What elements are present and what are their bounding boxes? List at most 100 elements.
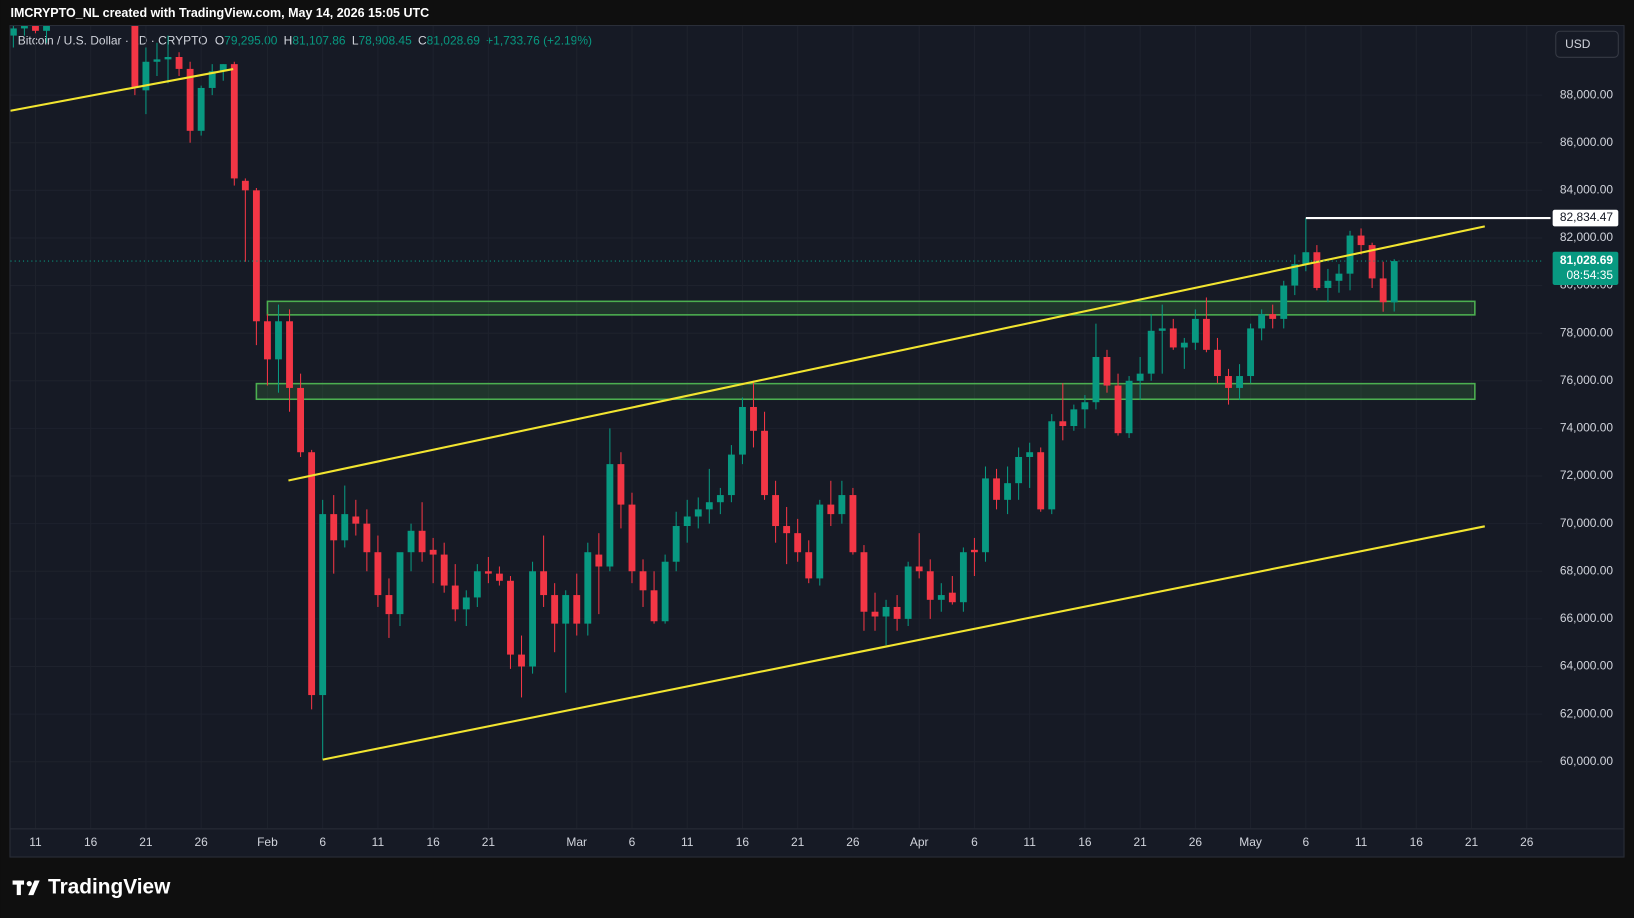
candle-body bbox=[264, 321, 271, 360]
candle-body bbox=[1368, 245, 1376, 279]
candle-body bbox=[330, 514, 338, 541]
ohlc-key: H bbox=[284, 34, 293, 48]
candle-body bbox=[297, 387, 305, 453]
candle-body bbox=[374, 552, 382, 596]
candle-body bbox=[252, 190, 260, 322]
change: +1,733.76 (+2.19%) bbox=[486, 34, 592, 48]
trendline bbox=[322, 525, 1485, 761]
candle-body bbox=[1169, 328, 1177, 348]
x-tick-label: 16 bbox=[426, 835, 440, 849]
ohlc-value: 78,908.45 bbox=[359, 34, 413, 48]
y-tick-label: 64,000.00 bbox=[1560, 659, 1614, 673]
candle-body bbox=[1081, 402, 1089, 410]
candle-body bbox=[286, 321, 293, 388]
x-tick-label: 21 bbox=[1465, 835, 1479, 849]
candle-body bbox=[341, 514, 349, 541]
symbol: Bitcoin / U.S. Dollar · 1D · CRYPTO bbox=[18, 34, 208, 48]
x-tick-label: 11 bbox=[372, 835, 385, 849]
trendline bbox=[288, 225, 1486, 482]
candle-body bbox=[1280, 285, 1288, 319]
ohlc-value: 81,107.86 bbox=[292, 34, 346, 48]
candle-body bbox=[937, 595, 945, 600]
x-tick-label: 21 bbox=[139, 835, 153, 849]
logo-icon bbox=[12, 880, 40, 896]
candle-body bbox=[1070, 409, 1078, 427]
last-price-tag bbox=[1552, 251, 1619, 286]
zone bbox=[255, 382, 1476, 401]
logo-text: TradingView bbox=[48, 875, 171, 898]
candle-body bbox=[993, 478, 1000, 500]
y-tick-label: 62,000.00 bbox=[1560, 706, 1614, 720]
candle-body bbox=[849, 495, 857, 553]
last-price-label: 81,028.69 bbox=[1560, 253, 1614, 267]
attribution: IMCRYPTO_NL created with TradingView.com… bbox=[10, 6, 429, 20]
chart-panel bbox=[9, 25, 1625, 858]
plot-area bbox=[10, 26, 1486, 761]
x-tick-label: 6 bbox=[629, 835, 636, 849]
candle-body bbox=[1269, 314, 1277, 319]
x-tick-label: 26 bbox=[1189, 835, 1203, 849]
candle-body bbox=[871, 611, 879, 617]
x-tick-label: 11 bbox=[681, 835, 694, 849]
candle-body bbox=[1180, 342, 1188, 348]
x-tick-label: 16 bbox=[1410, 835, 1424, 849]
countdown: 08:54:35 bbox=[1566, 268, 1613, 282]
candle-body bbox=[1236, 376, 1243, 388]
candle-body bbox=[915, 566, 923, 572]
candle-body bbox=[1313, 252, 1321, 288]
candle-body bbox=[617, 464, 625, 505]
x-tick-label: 11 bbox=[1355, 835, 1368, 849]
candle-body bbox=[595, 554, 603, 567]
candle-body bbox=[230, 64, 238, 179]
candle-body bbox=[1015, 456, 1023, 484]
candle-body bbox=[683, 516, 691, 527]
candle-body bbox=[219, 64, 227, 72]
x-tick-label: 16 bbox=[1078, 835, 1092, 849]
candle-body bbox=[473, 571, 481, 598]
x-tick-label: 11 bbox=[1023, 835, 1036, 849]
candle-body bbox=[164, 57, 172, 60]
y-tick-label: 88,000.00 bbox=[1560, 87, 1614, 101]
candle-body bbox=[926, 571, 934, 600]
candle-body bbox=[716, 495, 724, 503]
candle-body bbox=[573, 595, 581, 624]
candle-body bbox=[308, 452, 316, 696]
candle-body bbox=[705, 502, 713, 510]
candle-body bbox=[794, 533, 802, 553]
candle-body bbox=[1379, 278, 1387, 303]
x-tick-label: 6 bbox=[319, 835, 326, 849]
candle-body bbox=[1191, 318, 1199, 343]
candle-body bbox=[1335, 273, 1343, 281]
candle-body bbox=[772, 495, 780, 527]
candle-body bbox=[827, 504, 835, 515]
candle-body bbox=[1214, 349, 1221, 377]
candle-body bbox=[1324, 280, 1332, 288]
candle-body bbox=[606, 464, 614, 567]
candle-body bbox=[484, 571, 492, 574]
x-tick-label: 21 bbox=[1133, 835, 1147, 849]
candle-body bbox=[727, 454, 735, 496]
candle-body bbox=[816, 504, 824, 579]
currency-button[interactable] bbox=[1555, 30, 1619, 58]
candle-body bbox=[529, 571, 536, 667]
candle-body bbox=[1291, 264, 1299, 286]
candle-body bbox=[1037, 452, 1045, 510]
candle-body bbox=[694, 509, 702, 517]
candle-body bbox=[43, 26, 50, 31]
candle-body bbox=[661, 561, 669, 622]
ohlc-value: 79,295.00 bbox=[224, 34, 278, 48]
candle-body bbox=[1125, 380, 1133, 434]
candle-body bbox=[959, 552, 967, 603]
x-tick-label: Apr bbox=[910, 835, 929, 849]
candle-body bbox=[971, 549, 978, 553]
candle-body bbox=[186, 68, 194, 131]
ohlc-value: 81,028.69 bbox=[427, 34, 481, 48]
x-tick-label: 26 bbox=[1520, 835, 1534, 849]
candle-body bbox=[904, 566, 912, 619]
y-tick-label: 84,000.00 bbox=[1560, 182, 1614, 196]
candle-body bbox=[1004, 483, 1011, 500]
candle-body bbox=[241, 180, 249, 191]
y-tick-label: 86,000.00 bbox=[1560, 135, 1614, 149]
currency-label[interactable]: USD bbox=[1565, 37, 1591, 51]
